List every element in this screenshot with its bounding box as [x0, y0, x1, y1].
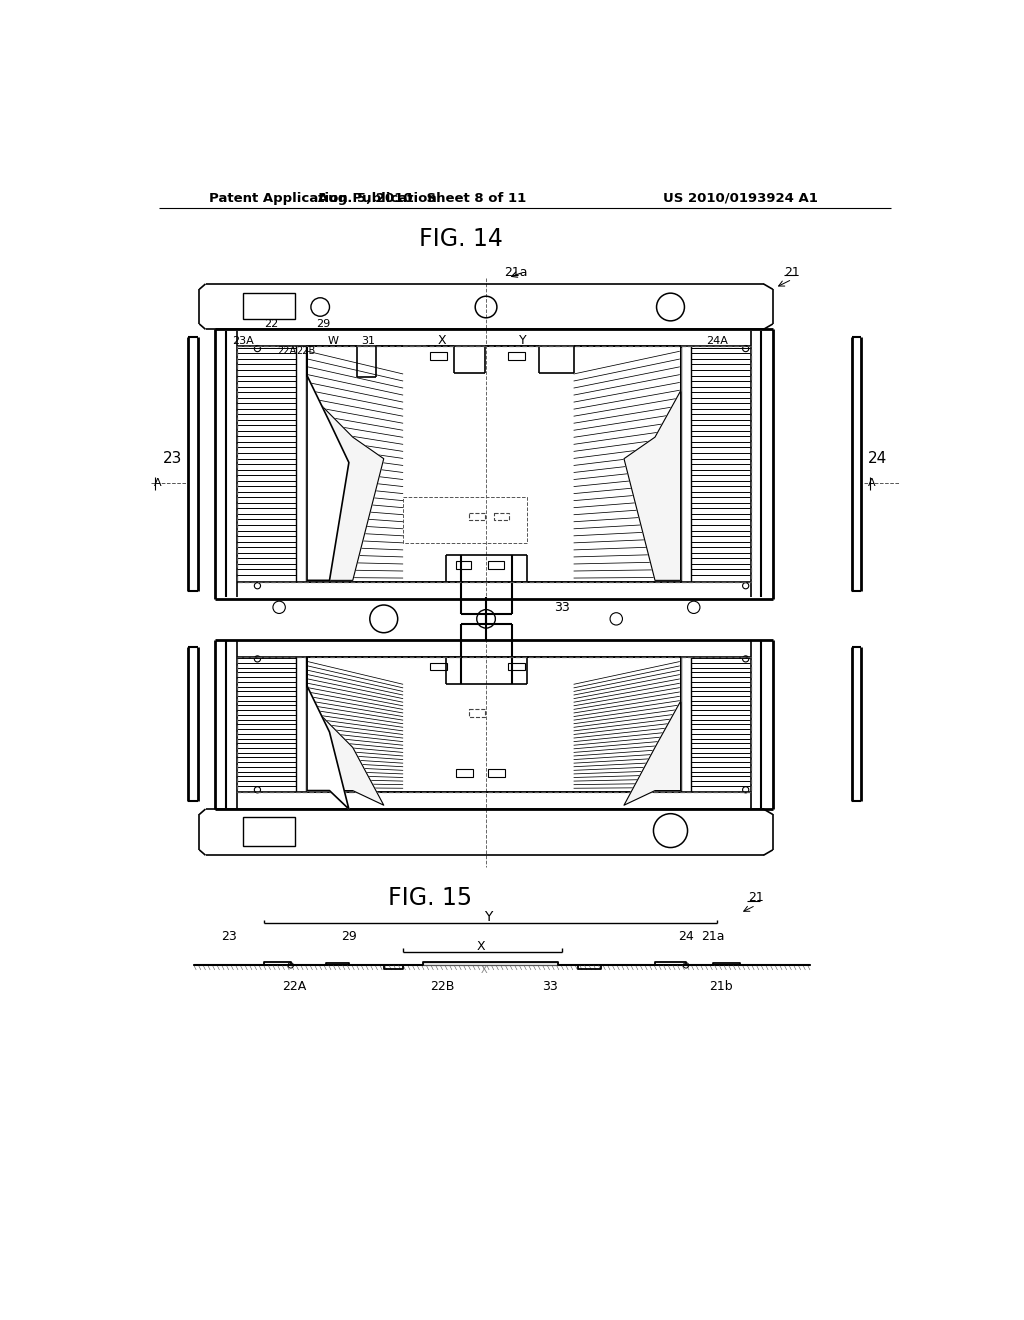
Text: 23A: 23A [231, 335, 254, 346]
Text: 29: 29 [341, 929, 356, 942]
Bar [488, 561, 504, 569]
Polygon shape [624, 659, 681, 805]
Polygon shape [624, 348, 681, 581]
Text: X: X [476, 940, 485, 953]
Bar [469, 709, 484, 717]
Bar [469, 512, 484, 520]
Text: 21b: 21b [709, 979, 733, 993]
Text: X: X [437, 334, 446, 347]
Text: X: X [481, 965, 487, 974]
Bar [237, 346, 751, 582]
Text: US 2010/0193924 A1: US 2010/0193924 A1 [663, 191, 817, 205]
Text: 22B: 22B [297, 346, 315, 356]
Bar [488, 770, 506, 776]
Text: A: A [154, 478, 161, 488]
Text: FIG. 14: FIG. 14 [419, 227, 503, 251]
Polygon shape [307, 348, 384, 581]
Text: 24: 24 [678, 929, 694, 942]
Text: 24: 24 [867, 451, 887, 466]
Bar [494, 512, 509, 520]
Text: 33: 33 [554, 601, 570, 614]
Text: 29: 29 [316, 319, 331, 329]
Text: Y: Y [484, 909, 493, 924]
Text: Aug. 5, 2010   Sheet 8 of 11: Aug. 5, 2010 Sheet 8 of 11 [318, 191, 526, 205]
Text: Y: Y [519, 334, 527, 347]
Text: 22A: 22A [278, 346, 296, 356]
Bar [430, 663, 447, 671]
Bar [243, 817, 295, 846]
Text: Patent Application Publication: Patent Application Publication [209, 191, 437, 205]
Text: A: A [868, 478, 876, 488]
Text: 21a: 21a [701, 929, 725, 942]
Polygon shape [307, 659, 384, 805]
Bar [243, 293, 295, 318]
Bar [456, 770, 473, 776]
Text: 22: 22 [264, 319, 279, 329]
Bar [423, 961, 558, 965]
Text: 31: 31 [361, 335, 375, 346]
Bar [508, 663, 524, 671]
Text: 33: 33 [543, 979, 558, 993]
Text: 22A: 22A [283, 979, 307, 993]
Bar [403, 498, 527, 544]
Text: FIG. 15: FIG. 15 [388, 886, 472, 909]
Polygon shape [307, 348, 349, 581]
Bar [508, 352, 524, 360]
Text: 21: 21 [784, 265, 800, 279]
Bar [430, 352, 447, 360]
Bar [237, 656, 751, 792]
Text: 22B: 22B [430, 979, 454, 993]
Text: 24A: 24A [707, 335, 728, 346]
Text: 23: 23 [221, 929, 237, 942]
Text: W: W [328, 335, 339, 346]
Bar [456, 561, 471, 569]
Text: 23: 23 [163, 451, 182, 466]
Text: 21a: 21a [504, 265, 527, 279]
Polygon shape [307, 659, 349, 809]
Text: 21: 21 [748, 891, 764, 904]
